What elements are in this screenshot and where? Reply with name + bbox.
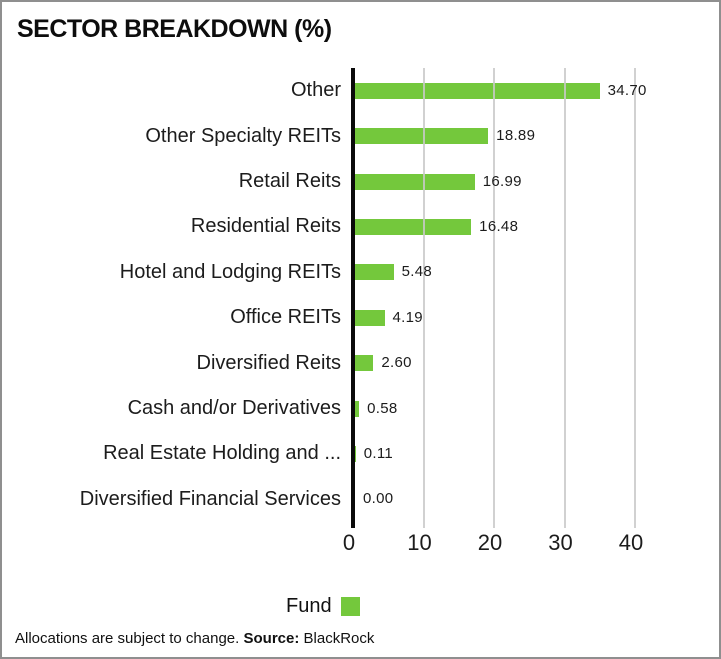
bar-value-label: 0.11 (363, 444, 394, 462)
category-label: Retail Reits (238, 169, 341, 192)
category-label: Cash and/or Derivatives (127, 396, 341, 419)
bar-value-label: 16.48 (479, 217, 519, 235)
x-tick-label: 20 (477, 530, 503, 555)
gridline (634, 68, 636, 528)
category-label: Other (290, 79, 341, 102)
category-axis: Other Other Specialty REITs Retail Reits Re… (2, 68, 347, 528)
category-label: Office REITs (230, 306, 341, 329)
fund-bar (355, 309, 385, 326)
footnote-source-label: Source: (243, 630, 300, 647)
x-axis-ticks: 0 10 20 30 40 (343, 530, 713, 562)
x-tick-label: 0 (342, 530, 356, 555)
fund-bar (355, 218, 472, 235)
category-label: Residential Reits (190, 215, 341, 238)
fund-bar (355, 445, 356, 462)
chart-title: SECTOR BREAKDOWN (%) (17, 15, 332, 43)
bar-value-label: 0.58 (367, 399, 398, 417)
x-tick-label: 10 (407, 530, 432, 555)
footnote: Allocations are subject to change. Sourc… (15, 630, 374, 647)
bar-value-label: 34.70 (607, 81, 647, 99)
bar-value-label: 4.19 (392, 308, 423, 326)
fund-bar (355, 128, 489, 145)
fund-bar (355, 400, 360, 417)
category-label: Other Specialty REITs (145, 124, 341, 147)
x-tick-label: 30 (548, 530, 573, 555)
footnote-source-value: BlackRock (299, 630, 375, 647)
category-label: Diversified Reits (196, 351, 341, 374)
bar-value-label: 5.48 (401, 263, 433, 281)
legend: Fund (286, 595, 360, 618)
fund-bar (355, 355, 374, 372)
fund-bar (355, 264, 394, 281)
category-label: Hotel and Lodging REITs (119, 260, 341, 283)
footnote-text: Allocations are subject to change. (15, 630, 244, 647)
bar-value-label: 16.99 (482, 172, 522, 190)
category-label: Diversified Financial Services (79, 487, 341, 510)
fund-bar (355, 173, 475, 190)
legend-label: Fund (286, 595, 332, 617)
fund-bar (355, 82, 600, 99)
bar-value-label: 2.60 (381, 354, 412, 372)
x-tick-label: 40 (618, 530, 644, 555)
gridline (422, 68, 425, 528)
bar-value-label: 0.00 (363, 490, 394, 508)
bar-chart-plot-area: 34.70 18.89 16.99 16.48 5.48 4.19 2.60 0.58 0.11… (351, 68, 713, 528)
bar-value-label: 18.89 (496, 127, 536, 145)
legend-swatch (340, 597, 360, 616)
gridline (493, 68, 495, 528)
gridline (563, 68, 566, 528)
category-label: Real Estate Holding and ... (103, 442, 341, 465)
